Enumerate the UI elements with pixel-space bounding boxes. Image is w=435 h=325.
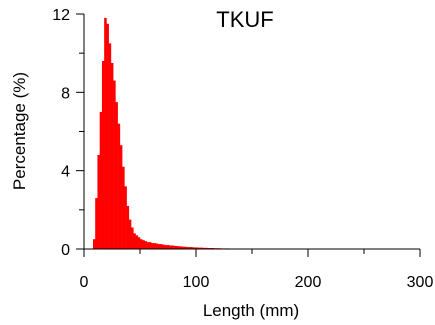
histogram-bar [119, 145, 123, 249]
histogram-bar [202, 247, 206, 249]
histogram-bar [99, 111, 103, 249]
axes-group [83, 14, 420, 250]
histogram-bar [151, 243, 154, 250]
histogram-bar [166, 245, 170, 249]
histogram-bar [198, 247, 201, 249]
y-tick-label: 4 [61, 164, 70, 181]
histogram-bar [180, 246, 183, 249]
histogram-bar [110, 62, 114, 250]
chart-title: TKUF [216, 7, 273, 32]
histogram-bar [113, 80, 116, 249]
y-tick-label: 12 [52, 7, 70, 24]
histogram-bar [137, 237, 141, 249]
histogram-bar [133, 233, 136, 249]
histogram-bar [135, 235, 139, 249]
histogram-bar [184, 246, 188, 249]
y-tick-label: 8 [61, 85, 70, 102]
histogram-bar [148, 242, 152, 249]
y-axis-title: Percentage (%) [10, 72, 29, 190]
y-tick-label: 0 [61, 242, 70, 259]
histogram-bar [126, 205, 130, 249]
histogram-bar [146, 242, 150, 249]
histogram-bar [182, 246, 186, 249]
histogram-bar [128, 219, 132, 250]
histogram-bar [140, 239, 143, 249]
histogram-bar [171, 245, 174, 249]
x-tick-label: 200 [295, 274, 322, 291]
x-axis-title: Length (mm) [203, 301, 299, 320]
histogram-bar [142, 240, 145, 249]
histogram-bar [124, 186, 127, 249]
histogram-bar [164, 245, 168, 249]
histogram-bar [196, 247, 199, 249]
histogram-bar [101, 61, 105, 249]
tick-labels-group: 0 100 200 300 0 4 8 12 [52, 7, 433, 291]
histogram-bar [104, 17, 107, 250]
histogram-bar [117, 123, 121, 249]
histogram-bar [157, 244, 161, 249]
histogram-bar [97, 155, 100, 249]
histogram-bar [191, 247, 195, 249]
histogram-bar [160, 244, 163, 249]
histogram-bar [162, 244, 165, 249]
histogram-bar [153, 243, 156, 250]
x-tick-label: 100 [183, 274, 210, 291]
bars-group [92, 17, 255, 250]
histogram-bar [175, 246, 179, 249]
ticks-group [76, 13, 421, 257]
x-tick-label: 0 [80, 274, 89, 291]
histogram-bar [95, 198, 98, 249]
histogram-bar [204, 247, 208, 249]
histogram-bar [155, 243, 159, 249]
x-tick-label: 300 [407, 274, 434, 291]
histogram-bar [106, 23, 109, 249]
histogram-bar [122, 166, 125, 249]
histogram-bar [92, 239, 96, 249]
histogram-bar [189, 247, 192, 249]
histogram-bar [193, 247, 197, 249]
histogram-bar [108, 43, 112, 250]
histogram-bar [144, 241, 148, 249]
histogram-bar [200, 247, 204, 249]
histogram-bar [178, 246, 181, 249]
histogram-bar [173, 245, 177, 249]
histogram-bar [115, 102, 118, 250]
histogram-bar [169, 245, 172, 249]
histogram-bar [187, 247, 190, 249]
histogram-bar [131, 227, 134, 249]
